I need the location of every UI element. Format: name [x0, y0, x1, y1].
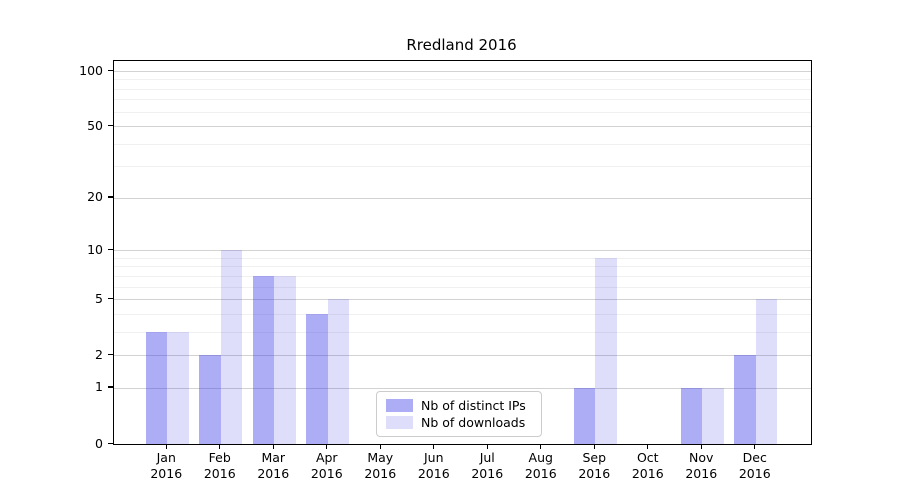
bar-distinct-ips-dec — [734, 355, 756, 444]
legend-swatch-downloads — [386, 416, 413, 429]
x-tick-label: Aug 2016 — [524, 450, 557, 481]
y-tick-mark — [108, 442, 113, 444]
major-gridline — [114, 355, 811, 357]
x-tick-label: Feb 2016 — [203, 450, 236, 481]
bar-distinct-ips-apr — [306, 313, 328, 444]
minor-gridline — [114, 79, 811, 81]
minor-gridline — [114, 286, 811, 288]
y-tick-label: 50 — [87, 117, 103, 133]
minor-gridline — [114, 99, 811, 101]
minor-gridline — [114, 88, 811, 90]
bar-distinct-ips-sep — [573, 387, 596, 444]
x-tick-label: Dec 2016 — [738, 450, 771, 481]
major-gridline — [114, 387, 811, 389]
bar-downloads-sep — [595, 257, 617, 444]
x-tick-mark — [379, 444, 381, 449]
x-tick-label: Apr 2016 — [310, 450, 343, 481]
y-tick-label: 5 — [95, 290, 103, 306]
minor-gridline — [114, 166, 811, 168]
y-tick-label: 20 — [87, 189, 103, 205]
major-gridline — [114, 71, 811, 72]
y-tick-mark — [108, 69, 113, 71]
legend-item-distinct-ips: Nb of distinct IPs — [386, 398, 532, 413]
x-tick-mark — [486, 444, 488, 449]
minor-gridline — [114, 266, 811, 268]
y-tick-mark — [108, 386, 113, 388]
major-gridline — [114, 197, 811, 199]
x-tick-mark — [754, 444, 756, 449]
y-tick-mark — [108, 248, 113, 250]
x-tick-label: Sep 2016 — [578, 450, 611, 481]
legend-item-downloads: Nb of downloads — [386, 415, 532, 430]
x-tick-mark — [647, 444, 649, 449]
y-tick-label: 10 — [87, 241, 103, 257]
x-tick-label: Mar 2016 — [257, 450, 290, 481]
bar-downloads-jan — [167, 331, 189, 444]
legend-swatch-distinct-ips — [386, 399, 413, 412]
x-tick-mark — [219, 444, 221, 449]
x-tick-mark — [165, 444, 167, 449]
x-tick-mark — [540, 444, 542, 449]
chart-title: Rredland 2016 — [406, 36, 517, 54]
x-tick-label: Jul 2016 — [471, 450, 504, 481]
legend-label-downloads: Nb of downloads — [421, 415, 526, 430]
x-tick-label: Nov 2016 — [685, 450, 718, 481]
bar-downloads-apr — [327, 299, 350, 444]
major-gridline — [114, 126, 811, 128]
legend-label-distinct-ips: Nb of distinct IPs — [421, 398, 526, 413]
minor-gridline — [114, 143, 811, 145]
x-tick-label: Jan 2016 — [150, 450, 183, 481]
bar-distinct-ips-jan — [145, 331, 168, 444]
minor-gridline — [114, 257, 811, 259]
y-tick-label: 100 — [79, 62, 103, 78]
y-tick-mark — [108, 353, 113, 355]
y-tick-mark — [108, 196, 113, 198]
y-tick-label: 0 — [95, 435, 103, 451]
major-gridline — [114, 250, 811, 252]
y-tick-label: 2 — [95, 346, 103, 362]
minor-gridline — [114, 313, 811, 315]
bar-downloads-dec — [755, 299, 778, 444]
y-tick-mark — [108, 297, 113, 299]
y-tick-mark — [108, 124, 113, 126]
x-tick-mark — [700, 444, 702, 449]
bar-distinct-ips-mar — [252, 275, 275, 444]
x-tick-mark — [593, 444, 595, 449]
y-tick-label: 1 — [95, 379, 103, 395]
x-tick-label: Jun 2016 — [417, 450, 450, 481]
minor-gridline — [114, 331, 811, 333]
minor-gridline — [114, 275, 811, 277]
x-tick-label: May 2016 — [364, 450, 397, 481]
bar-distinct-ips-nov — [680, 387, 703, 444]
x-tick-label: Oct 2016 — [631, 450, 664, 481]
x-tick-mark — [326, 444, 328, 449]
x-tick-mark — [272, 444, 274, 449]
x-tick-mark — [433, 444, 435, 449]
bar-downloads-mar — [274, 275, 296, 444]
minor-gridline — [114, 111, 811, 113]
plot-area — [113, 60, 812, 445]
bar-downloads-nov — [702, 387, 724, 444]
major-gridline — [114, 299, 811, 301]
legend: Nb of distinct IPs Nb of downloads — [376, 391, 542, 437]
bar-downloads-feb — [220, 250, 243, 444]
bar-distinct-ips-feb — [199, 355, 221, 444]
